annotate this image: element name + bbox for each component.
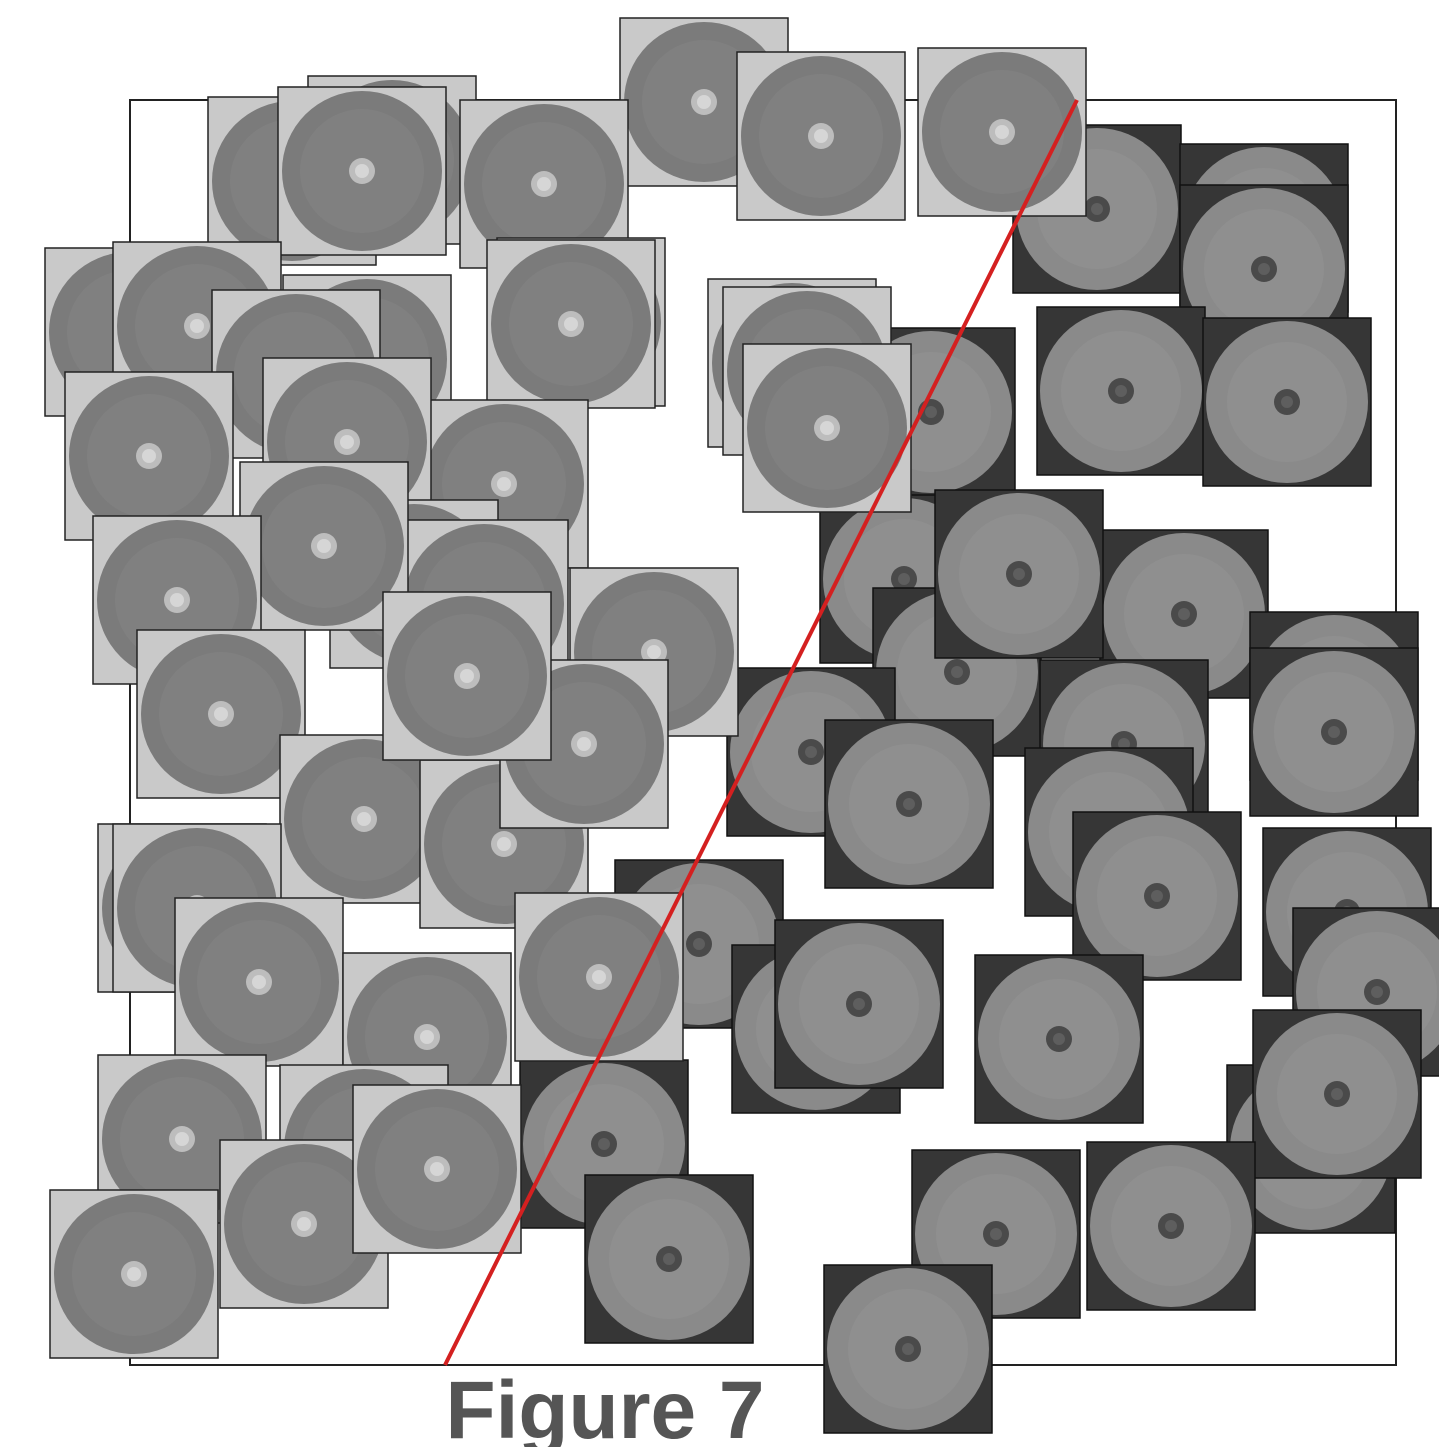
dark-thumbnail — [1253, 1010, 1421, 1178]
light-thumbnail — [50, 1190, 218, 1358]
light-thumbnail — [383, 592, 551, 760]
dark-thumbnail — [1087, 1142, 1255, 1310]
light-thumbnail — [65, 372, 233, 540]
light-thumbnail — [175, 898, 343, 1066]
figure: Figure 7 — [0, 0, 1439, 1447]
dark-thumbnail — [585, 1175, 753, 1343]
light-thumbnail — [487, 240, 655, 408]
thumbnails — [45, 18, 1439, 1433]
light-thumbnail — [353, 1085, 521, 1253]
dark-thumbnail — [1037, 307, 1205, 475]
dark-thumbnail — [975, 955, 1143, 1123]
page: Figure 7 (() => { const data = JSON.pars… — [0, 0, 1439, 1447]
caption: Figure 7 — [446, 1365, 765, 1447]
dark-thumbnail — [935, 490, 1103, 658]
dark-thumbnail — [1203, 318, 1371, 486]
dark-thumbnail — [1250, 648, 1418, 816]
dark-thumbnail — [824, 1265, 992, 1433]
dark-thumbnail — [825, 720, 993, 888]
dark-thumbnail — [775, 920, 943, 1088]
light-thumbnail — [737, 52, 905, 220]
light-thumbnail — [515, 893, 683, 1061]
light-thumbnail — [278, 87, 446, 255]
